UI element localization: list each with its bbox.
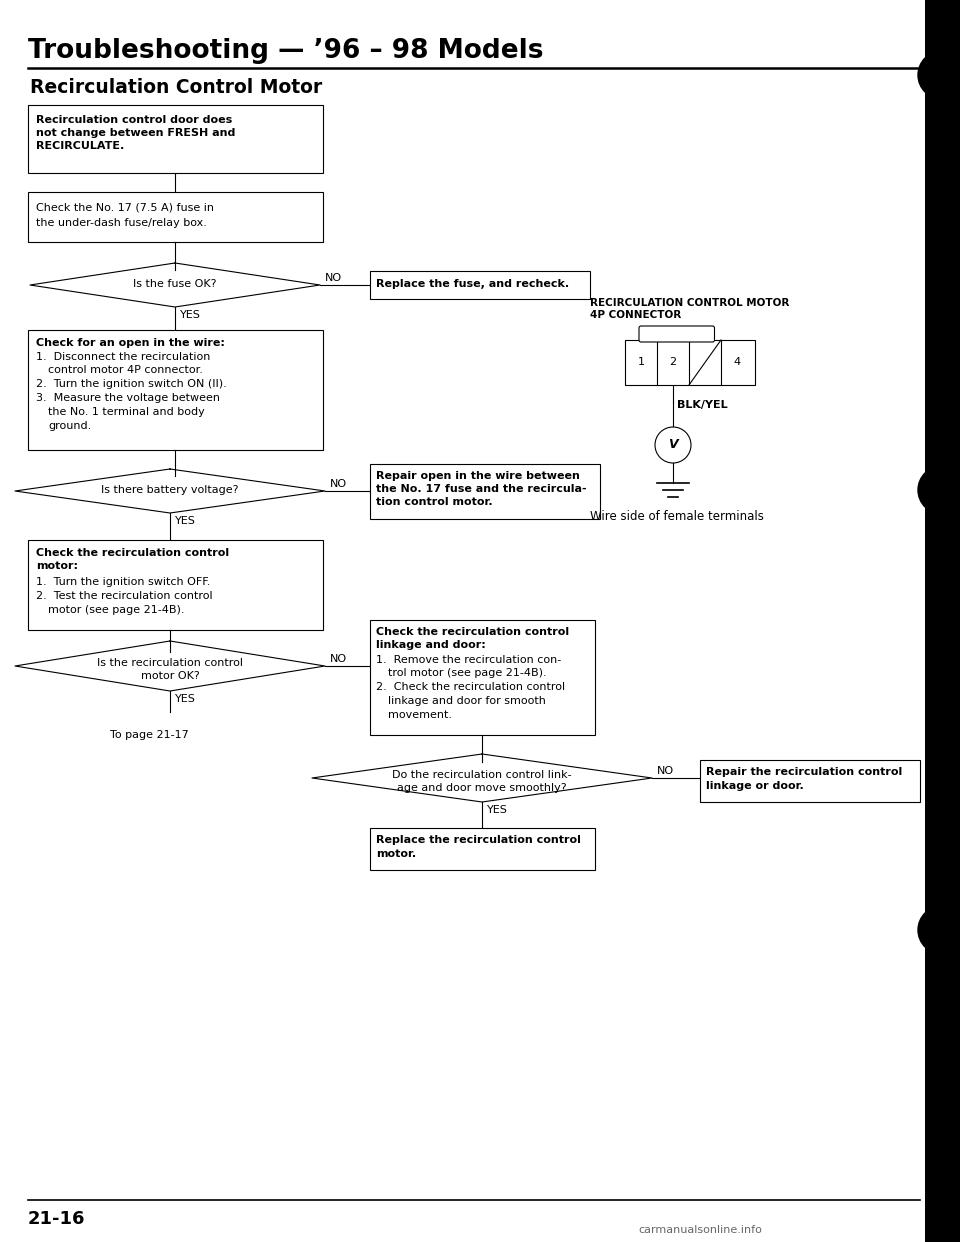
Text: control motor 4P connector.: control motor 4P connector. <box>48 365 203 375</box>
Text: age and door move smoothly?: age and door move smoothly? <box>397 782 566 792</box>
Text: Replace the recirculation control: Replace the recirculation control <box>376 835 581 845</box>
Text: 21-16: 21-16 <box>28 1210 85 1228</box>
Text: linkage and door for smooth: linkage and door for smooth <box>388 696 546 705</box>
Text: YES: YES <box>175 515 196 527</box>
Text: 2.  Test the recirculation control: 2. Test the recirculation control <box>36 591 212 601</box>
Text: 4P CONNECTOR: 4P CONNECTOR <box>590 310 682 320</box>
Text: the No. 1 terminal and body: the No. 1 terminal and body <box>48 407 204 417</box>
Text: YES: YES <box>175 694 196 704</box>
Text: Do the recirculation control link-: Do the recirculation control link- <box>393 770 572 780</box>
Text: carmanualsonline.info: carmanualsonline.info <box>638 1225 762 1235</box>
Text: 2.  Check the recirculation control: 2. Check the recirculation control <box>376 682 565 692</box>
Text: Check for an open in the wire:: Check for an open in the wire: <box>36 338 225 348</box>
Bar <box>700 760 920 802</box>
Bar <box>370 620 595 735</box>
Circle shape <box>918 51 960 99</box>
Bar <box>370 271 590 299</box>
Text: Troubleshooting — ’96 – 98 Models: Troubleshooting — ’96 – 98 Models <box>28 39 543 65</box>
Text: To page 21-17: To page 21-17 <box>110 730 189 740</box>
Text: tion control motor.: tion control motor. <box>376 497 492 507</box>
Text: BLK/YEL: BLK/YEL <box>677 400 728 410</box>
Text: 2: 2 <box>669 356 677 366</box>
Bar <box>28 330 323 450</box>
FancyBboxPatch shape <box>639 325 714 342</box>
Text: RECIRCULATION CONTROL MOTOR: RECIRCULATION CONTROL MOTOR <box>590 298 789 308</box>
Bar <box>28 540 323 630</box>
Text: 1.  Disconnect the recirculation: 1. Disconnect the recirculation <box>36 351 210 361</box>
Text: the No. 17 fuse and the recircula-: the No. 17 fuse and the recircula- <box>376 484 587 494</box>
Text: NO: NO <box>330 479 348 489</box>
Bar <box>28 106 323 173</box>
Polygon shape <box>15 469 325 513</box>
Text: 3.  Measure the voltage between: 3. Measure the voltage between <box>36 392 220 402</box>
Text: Repair the recirculation control: Repair the recirculation control <box>706 768 902 777</box>
Text: 1.  Turn the ignition switch OFF.: 1. Turn the ignition switch OFF. <box>36 578 210 587</box>
Text: YES: YES <box>180 310 201 320</box>
Text: Is there battery voltage?: Is there battery voltage? <box>101 484 239 496</box>
Text: motor:: motor: <box>36 561 78 571</box>
Bar <box>28 193 323 242</box>
Polygon shape <box>30 263 320 307</box>
Text: Check the recirculation control: Check the recirculation control <box>36 548 229 558</box>
Polygon shape <box>15 641 325 691</box>
Text: Recirculation Control Motor: Recirculation Control Motor <box>30 78 323 97</box>
Text: Recirculation control door does: Recirculation control door does <box>36 116 232 125</box>
Text: Wire side of female terminals: Wire side of female terminals <box>590 510 764 523</box>
Text: Check the recirculation control: Check the recirculation control <box>376 627 569 637</box>
Text: NO: NO <box>330 655 348 664</box>
Circle shape <box>918 466 960 514</box>
Bar <box>370 828 595 869</box>
Text: motor (see page 21-4B).: motor (see page 21-4B). <box>48 605 184 615</box>
Bar <box>625 340 755 385</box>
Text: 2.  Turn the ignition switch ON (II).: 2. Turn the ignition switch ON (II). <box>36 379 227 389</box>
Text: motor OK?: motor OK? <box>140 671 200 681</box>
Text: NO: NO <box>657 766 674 776</box>
Text: linkage and door:: linkage and door: <box>376 640 486 650</box>
Text: Repair open in the wire between: Repair open in the wire between <box>376 471 580 481</box>
Text: ground.: ground. <box>48 421 91 431</box>
Text: Replace the fuse, and recheck.: Replace the fuse, and recheck. <box>376 279 569 289</box>
Polygon shape <box>312 754 652 802</box>
Text: 1.  Remove the recirculation con-: 1. Remove the recirculation con- <box>376 655 562 664</box>
Text: V: V <box>668 438 678 452</box>
Text: movement.: movement. <box>388 710 452 720</box>
Text: RECIRCULATE.: RECIRCULATE. <box>36 142 124 152</box>
Text: the under-dash fuse/relay box.: the under-dash fuse/relay box. <box>36 219 206 229</box>
Text: NO: NO <box>325 273 342 283</box>
Text: 1: 1 <box>637 356 644 366</box>
Text: Is the recirculation control: Is the recirculation control <box>97 658 243 668</box>
Text: 4: 4 <box>733 356 740 366</box>
Bar <box>925 0 960 1242</box>
Text: Check the No. 17 (7.5 A) fuse in: Check the No. 17 (7.5 A) fuse in <box>36 202 214 212</box>
Text: linkage or door.: linkage or door. <box>706 781 804 791</box>
Text: not change between FRESH and: not change between FRESH and <box>36 128 235 138</box>
Circle shape <box>918 905 960 954</box>
Text: Is the fuse OK?: Is the fuse OK? <box>133 279 217 289</box>
Text: trol motor (see page 21-4B).: trol motor (see page 21-4B). <box>388 668 546 678</box>
Text: motor.: motor. <box>376 850 416 859</box>
Circle shape <box>655 427 691 463</box>
Bar <box>370 465 600 519</box>
Text: YES: YES <box>487 805 508 815</box>
